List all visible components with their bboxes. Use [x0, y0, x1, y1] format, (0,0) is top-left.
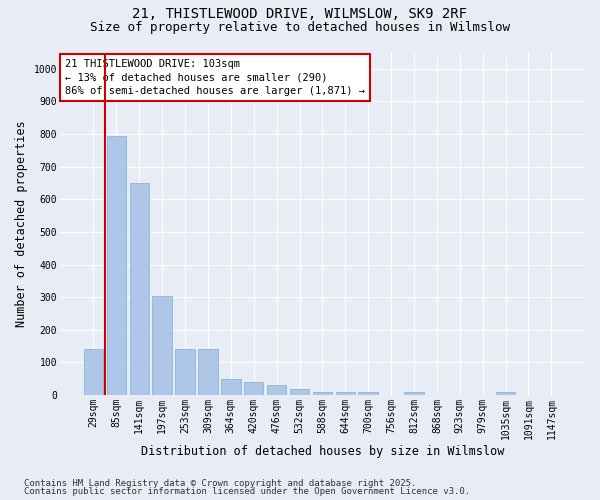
Text: 21 THISTLEWOOD DRIVE: 103sqm
← 13% of detached houses are smaller (290)
86% of s: 21 THISTLEWOOD DRIVE: 103sqm ← 13% of de…	[65, 60, 365, 96]
Bar	[404, 392, 424, 395]
Bar	[152, 296, 172, 395]
Bar	[130, 183, 149, 395]
Text: Size of property relative to detached houses in Wilmslow: Size of property relative to detached ho…	[90, 21, 510, 34]
Bar	[335, 392, 355, 395]
Bar	[358, 392, 378, 395]
Text: 21, THISTLEWOOD DRIVE, WILMSLOW, SK9 2RF: 21, THISTLEWOOD DRIVE, WILMSLOW, SK9 2RF	[133, 8, 467, 22]
Bar	[175, 350, 195, 395]
X-axis label: Distribution of detached houses by size in Wilmslow: Distribution of detached houses by size …	[141, 444, 504, 458]
Bar	[84, 350, 103, 395]
Bar	[267, 386, 286, 395]
Bar	[496, 392, 515, 395]
Bar	[313, 392, 332, 395]
Y-axis label: Number of detached properties: Number of detached properties	[15, 120, 28, 327]
Text: Contains public sector information licensed under the Open Government Licence v3: Contains public sector information licen…	[24, 487, 470, 496]
Bar	[107, 136, 126, 395]
Bar	[290, 388, 309, 395]
Bar	[244, 382, 263, 395]
Bar	[198, 350, 218, 395]
Text: Contains HM Land Registry data © Crown copyright and database right 2025.: Contains HM Land Registry data © Crown c…	[24, 478, 416, 488]
Bar	[221, 378, 241, 395]
